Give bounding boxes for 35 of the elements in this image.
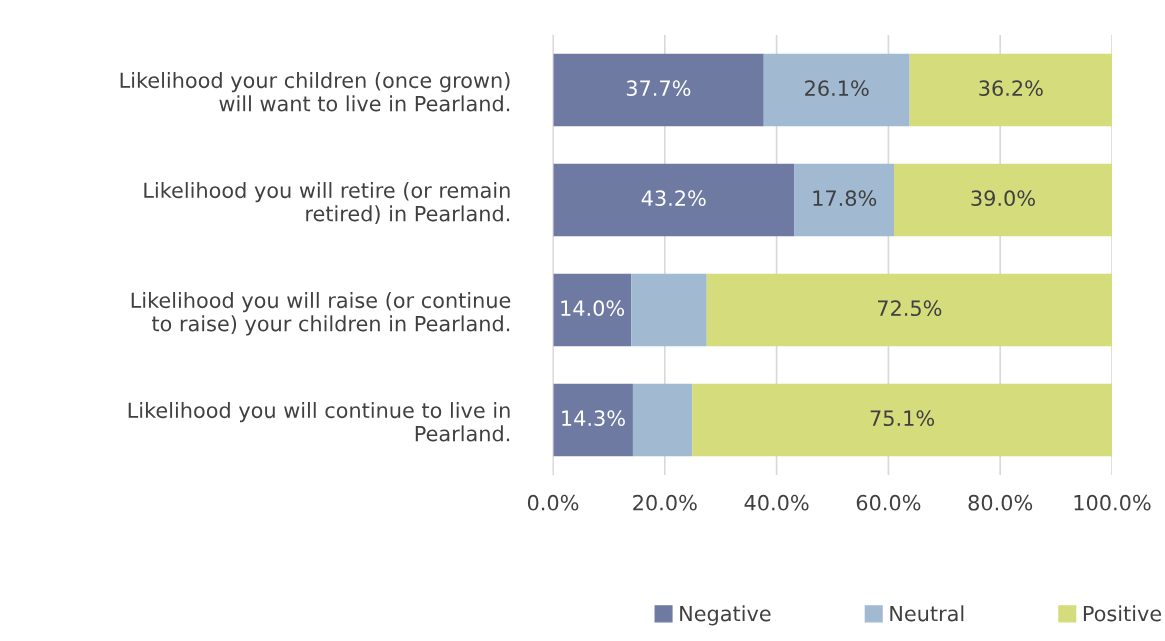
x-tick-label: 20.0% bbox=[633, 494, 697, 511]
data-label: 72.5% bbox=[877, 300, 942, 317]
data-label: 43.2% bbox=[641, 190, 706, 207]
bar bbox=[632, 383, 693, 457]
y-tick-label: Likelihood you will retire (or remain retired) in Pearland. bbox=[144, 182, 510, 224]
legend-label: Neutral bbox=[890, 605, 964, 622]
x-tick-label: 100.0% bbox=[1074, 494, 1151, 511]
bar bbox=[893, 163, 1112, 237]
data-label: 17.8% bbox=[813, 190, 877, 207]
bar bbox=[553, 163, 795, 237]
data-label: 36.2% bbox=[979, 80, 1043, 97]
bar bbox=[553, 53, 764, 127]
y-tick-label: Likelihood you will continue to live in Pearland. bbox=[128, 402, 510, 442]
data-label: 37.7% bbox=[626, 80, 691, 97]
x-tick-label: 80.0% bbox=[968, 494, 1033, 511]
bar bbox=[692, 383, 1112, 457]
data-label: 75.1% bbox=[870, 410, 935, 427]
data-label: 14.0% bbox=[561, 300, 625, 317]
bar bbox=[763, 53, 910, 127]
bar bbox=[553, 383, 633, 457]
y-tick-label: Likelihood you will raise (or continue to raise) your children in Pearland. bbox=[131, 292, 511, 336]
bar bbox=[631, 273, 707, 347]
bar bbox=[909, 53, 1112, 127]
bar bbox=[794, 163, 894, 237]
data-label: 26.1% bbox=[805, 80, 869, 97]
x-tick-label: 0.0% bbox=[527, 494, 579, 511]
data-label: 14.3% bbox=[562, 410, 625, 427]
y-tick-label: Likelihood your children (once grown) will want to live in Pearland. bbox=[120, 72, 510, 112]
bar bbox=[553, 273, 632, 347]
legend-label: Negative bbox=[680, 605, 771, 626]
x-tick-label: 60.0% bbox=[856, 494, 921, 511]
bar bbox=[706, 273, 1112, 347]
legend-label: Positive bbox=[1083, 605, 1162, 622]
data-label: 39.0% bbox=[971, 190, 1035, 207]
x-tick-label: 40.0% bbox=[744, 494, 809, 511]
